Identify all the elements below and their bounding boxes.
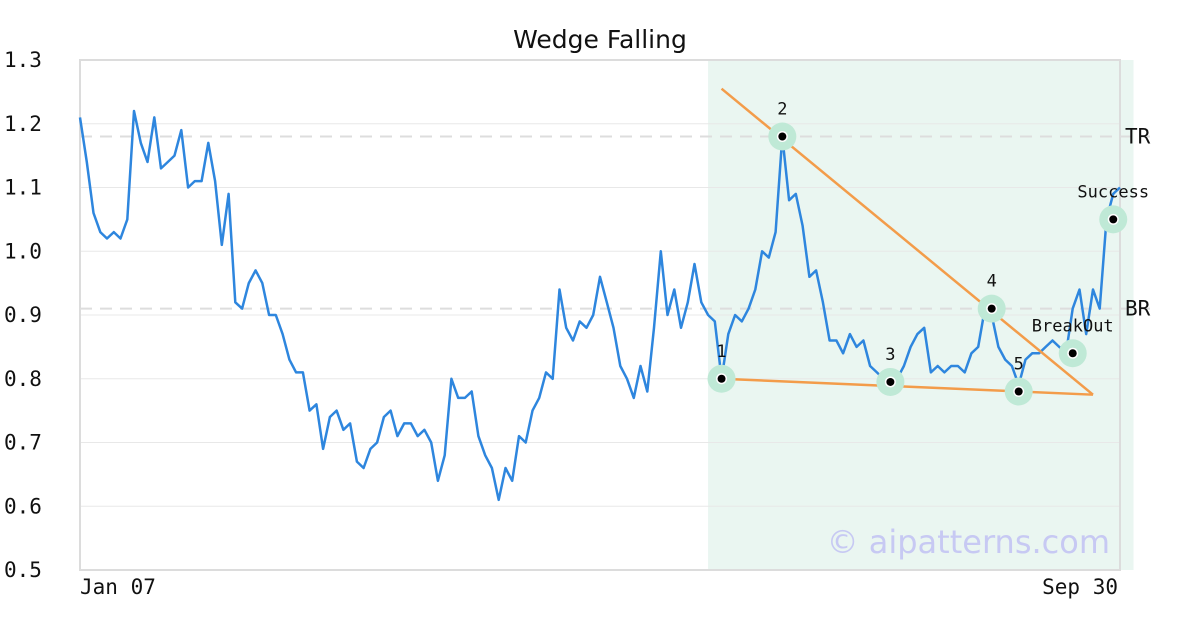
reference-label-br: BR (1125, 297, 1151, 321)
marker-dot-4 (987, 304, 996, 313)
watermark: © aipatterns.com (827, 523, 1110, 561)
chart-title: Wedge Falling (513, 25, 687, 54)
marker-label-2: 2 (777, 100, 787, 120)
marker-dot-success (1109, 215, 1118, 224)
marker-label-4: 4 (987, 272, 997, 292)
marker-label-success: Success (1077, 182, 1149, 202)
y-tick-label: 1.0 (4, 239, 42, 263)
y-tick-label: 0.5 (4, 558, 42, 582)
x-tick-label-start: Jan 07 (80, 575, 156, 599)
reference-label-tr: TR (1125, 125, 1151, 149)
y-tick-label: 0.7 (4, 431, 42, 455)
x-tick-label-end: Sep 30 (1042, 575, 1118, 599)
marker-label-5: 5 (1014, 355, 1024, 375)
price-series-line (78, 109, 1121, 502)
marker-dot-breakout (1068, 349, 1077, 358)
y-tick-label: 1.1 (4, 176, 42, 200)
y-tick-label: 0.8 (4, 367, 42, 391)
marker-dot-5 (1014, 387, 1023, 396)
y-tick-label: 0.6 (4, 494, 42, 518)
marker-label-breakout: BreakOut (1032, 316, 1114, 336)
marker-label-3: 3 (885, 345, 895, 365)
marker-dot-2 (778, 132, 787, 141)
marker-label-1: 1 (716, 342, 726, 362)
plot-frame (79, 59, 1121, 571)
y-tick-label: 0.9 (4, 303, 42, 327)
y-tick-label: 1.3 (4, 48, 42, 72)
y-tick-label: 1.2 (4, 112, 42, 136)
marker-dot-1 (717, 374, 726, 383)
marker-dot-3 (886, 377, 895, 386)
